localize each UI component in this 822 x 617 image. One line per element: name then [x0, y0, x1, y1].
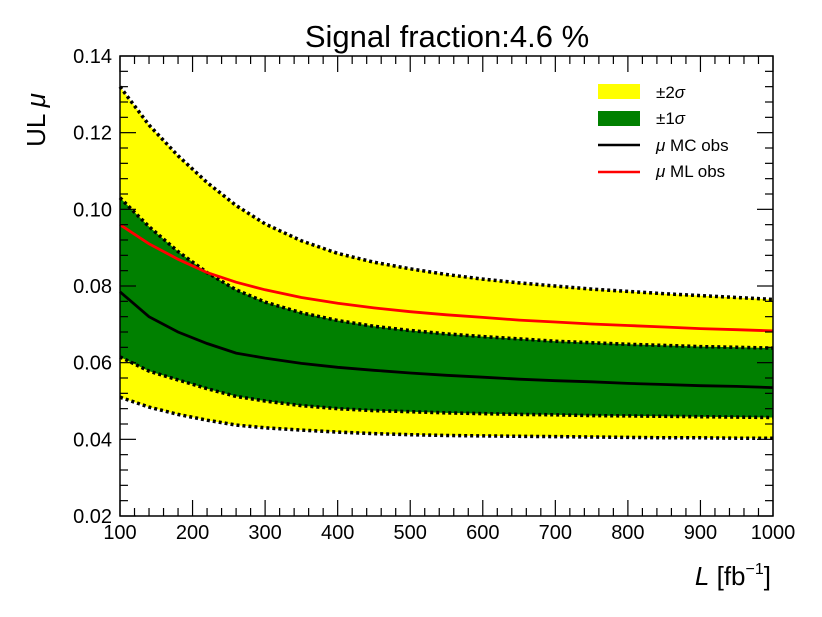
y-tick-label: 0.04 — [73, 429, 112, 451]
lines-layer — [119, 223, 774, 389]
y-tick-labels: 0.02 0.04 0.06 0.08 0.10 0.12 0.14 — [73, 46, 112, 528]
legend-label-ml-obs: μ ML obs — [655, 162, 725, 181]
band-1sigma — [120, 197, 773, 418]
band-edge-1sigma-lower — [119, 355, 774, 420]
legend-label-mc-obs: μ MC obs — [655, 136, 729, 155]
y-tick-label: 0.12 — [73, 123, 112, 145]
x-tick-label: 800 — [611, 522, 644, 544]
x-tick-label: 700 — [539, 522, 572, 544]
series-line-mc-obs — [119, 290, 774, 389]
x-tick-label: 900 — [684, 522, 717, 544]
chart-title: Signal fraction:4.6 % — [305, 19, 589, 54]
x-tick-label: 300 — [248, 522, 281, 544]
legend-label-2sigma: ±2σ — [656, 83, 686, 102]
legend: ±2σ ±1σ μ MC obs μ ML obs — [598, 83, 729, 181]
x-tick-label: 400 — [321, 522, 354, 544]
y-tick-label: 0.02 — [73, 506, 112, 528]
x-tick-label: 200 — [176, 522, 209, 544]
y-tick-label: 0.10 — [73, 199, 112, 221]
band-edge-2sigma-lower — [119, 395, 773, 440]
legend-swatch-2sigma — [598, 84, 640, 99]
y-tick-label: 0.08 — [73, 276, 112, 298]
band-edge-2sigma-upper — [118, 85, 774, 302]
legend-swatch-1sigma — [598, 111, 640, 126]
x-tick-labels: 100 200 300 400 500 600 700 800 900 1000 — [103, 522, 795, 544]
legend-label-1sigma: ±1σ — [656, 109, 686, 128]
series-line-ml-obs — [119, 223, 774, 333]
x-axis-title: L [fb−1] — [695, 561, 771, 591]
x-tick-label: 600 — [466, 522, 499, 544]
plot-frame — [119, 55, 774, 517]
x-tick-label: 1000 — [751, 522, 796, 544]
x-tick-label: 100 — [103, 522, 136, 544]
y-tick-label: 0.06 — [73, 353, 112, 375]
ticks-layer — [119, 55, 774, 517]
y-tick-label: 0.14 — [73, 46, 112, 68]
x-tick-label: 500 — [394, 522, 427, 544]
y-axis-title: UL μ — [21, 93, 51, 147]
